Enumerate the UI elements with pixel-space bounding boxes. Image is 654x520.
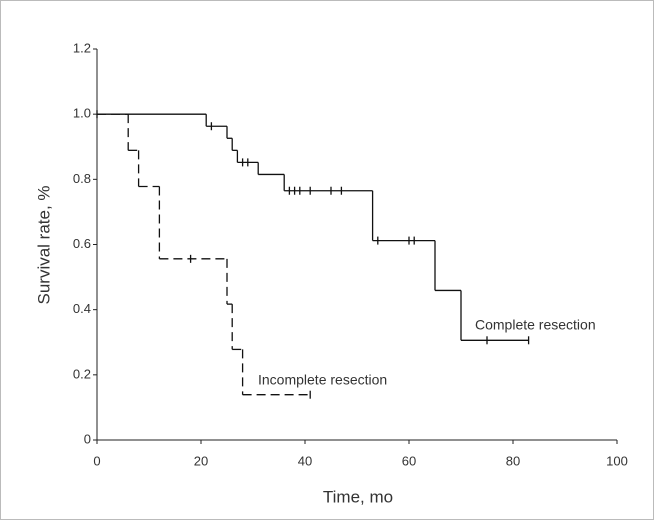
series-label: Incomplete resection xyxy=(258,372,387,388)
x-tick-label: 80 xyxy=(506,453,520,468)
x-tick-label: 40 xyxy=(298,453,312,468)
x-tick-label: 100 xyxy=(606,453,628,468)
y-tick-label: 0 xyxy=(84,431,91,446)
y-tick-label: 1.2 xyxy=(73,40,91,55)
series-label: Complete resection xyxy=(475,317,596,333)
x-axis-title: Time, mo xyxy=(323,487,393,506)
x-tick-label: 0 xyxy=(93,453,100,468)
y-tick-label: 0.8 xyxy=(73,171,91,186)
y-tick-label: 0.2 xyxy=(73,366,91,381)
y-tick-label: 0.6 xyxy=(73,236,91,251)
y-tick-label: 0.4 xyxy=(73,301,91,316)
x-tick-label: 20 xyxy=(194,453,208,468)
x-tick-label: 60 xyxy=(402,453,416,468)
y-axis-title: Survival rate, % xyxy=(34,185,53,304)
y-tick-label: 1.0 xyxy=(73,106,91,121)
